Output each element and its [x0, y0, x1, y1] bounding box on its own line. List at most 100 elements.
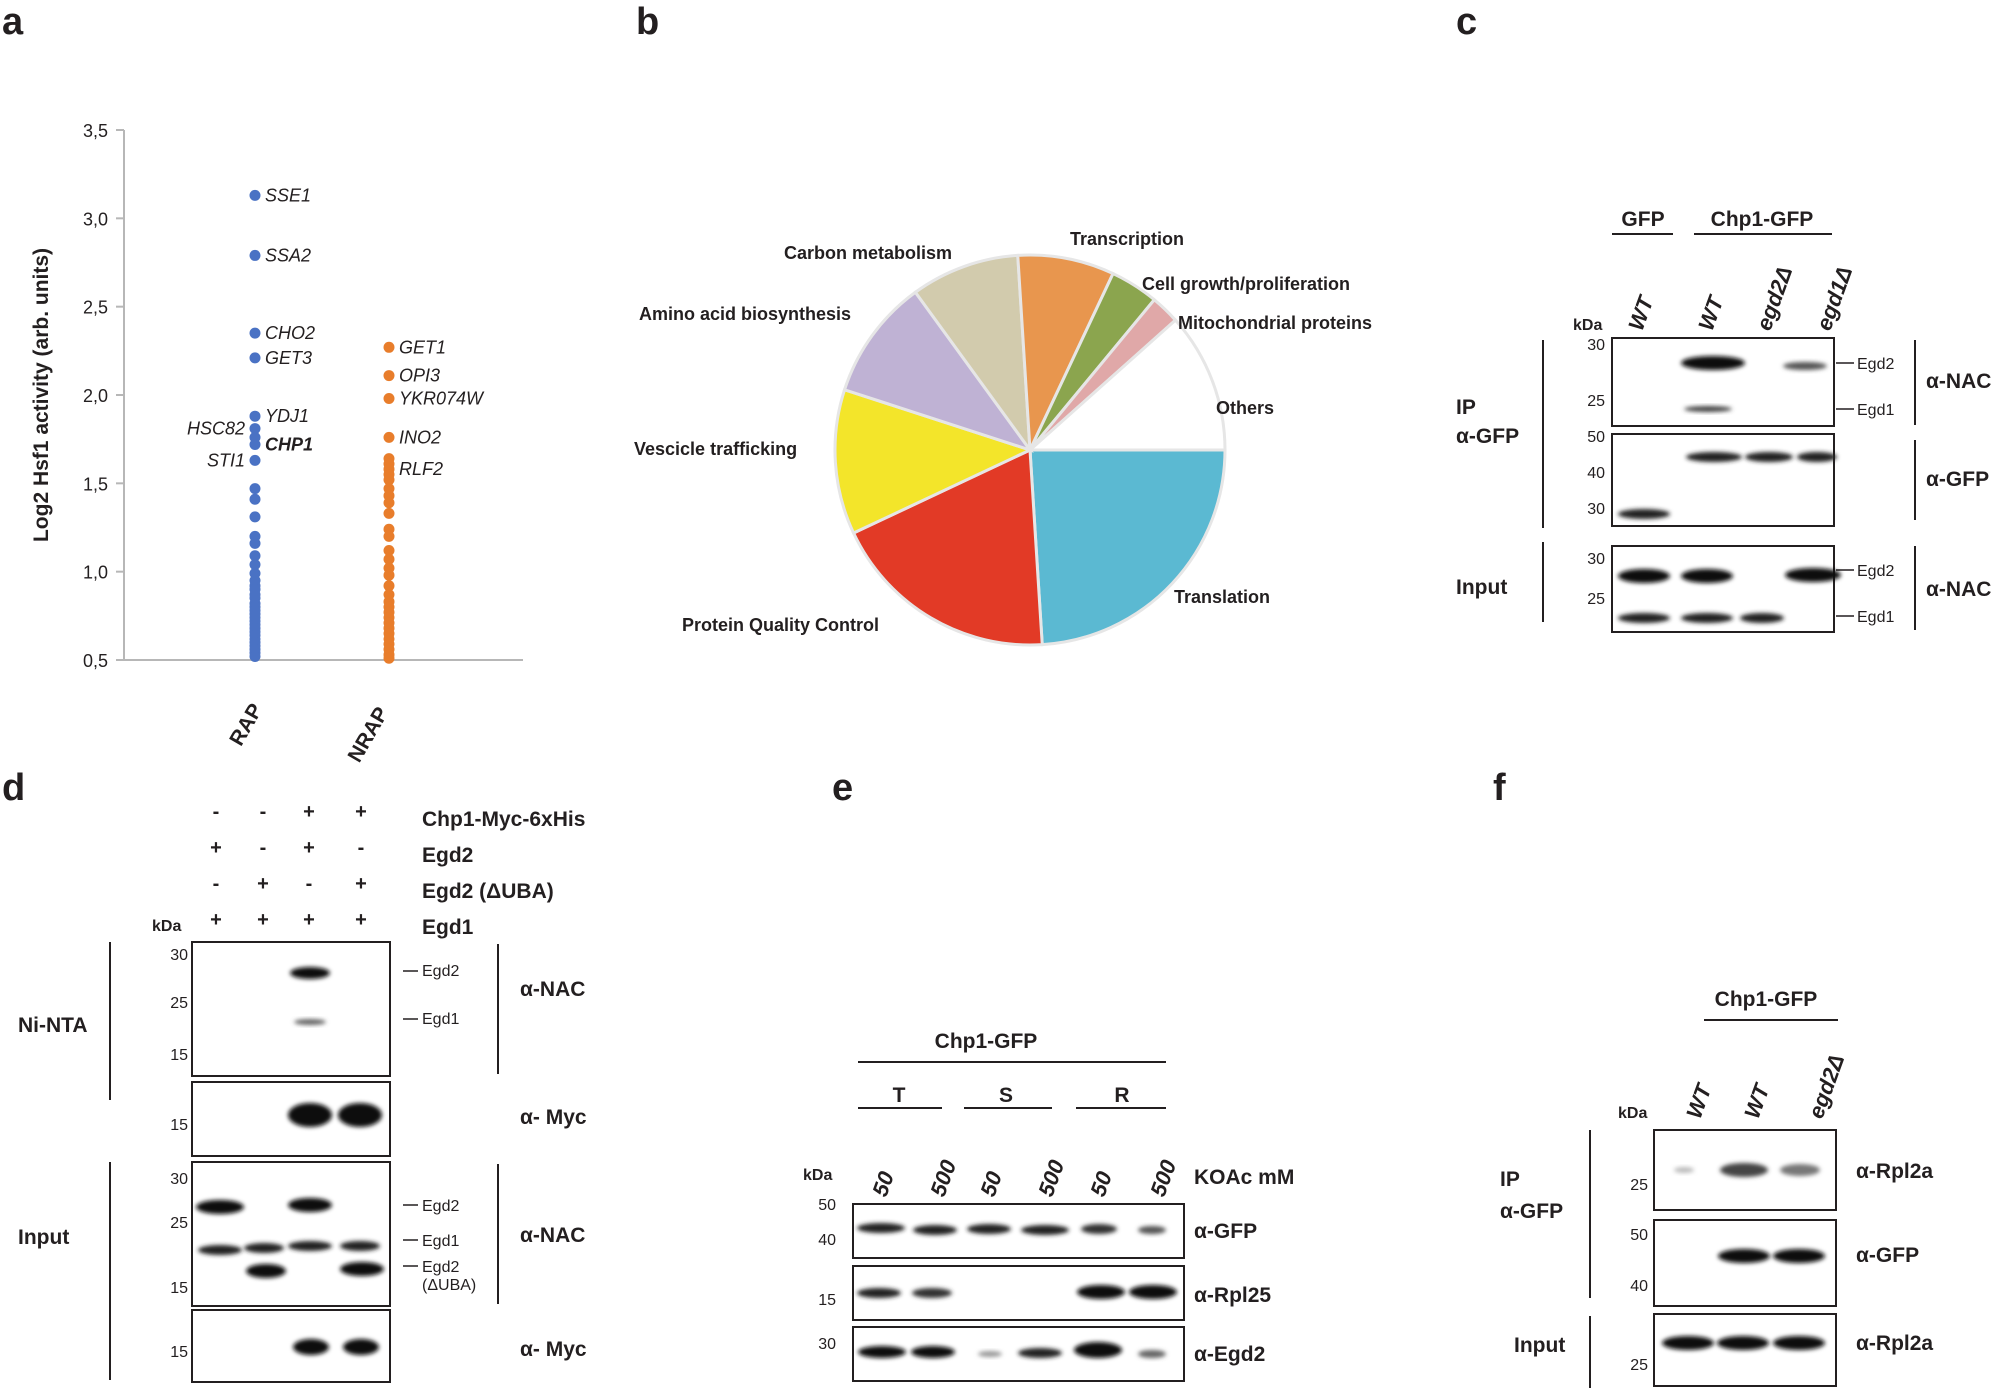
gene-annotation: SSE1: [265, 185, 311, 205]
mw-marker: 15: [170, 1280, 188, 1297]
ni-nta-label: Ni-NTA: [18, 1014, 88, 1037]
mw-marker: 50: [1587, 429, 1605, 446]
condition-sign: +: [303, 801, 315, 823]
band-label-egd1: Egd1: [422, 1233, 459, 1250]
gene-annotation: CHO2: [265, 323, 315, 343]
pie-slice: [833, 387, 1035, 536]
pie-label-vescicle-trafficking: Vescicle trafficking: [634, 439, 797, 459]
functional-category-pie-chart: [833, 253, 1227, 647]
gene-annotation: YKR074W: [399, 389, 485, 409]
ip-antibody-label: α-GFP: [1500, 1200, 1563, 1223]
condition-sign: +: [210, 837, 222, 859]
lane-label: egd2Δ: [1751, 263, 1797, 334]
mw-marker: 25: [170, 995, 188, 1012]
lane-label: WT: [1693, 292, 1729, 334]
pie-label-others: Others: [1216, 398, 1274, 418]
mw-marker: 30: [170, 947, 188, 964]
data-point: [249, 454, 261, 466]
pie-label-transcription: Transcription: [1070, 229, 1184, 249]
data-point: [249, 537, 261, 549]
y-axis-label: Log2 Hsf1 activity (arb. units): [30, 248, 53, 542]
koac-label: KOAc mM: [1194, 1166, 1294, 1189]
group-label-chp1-gfp: Chp1-GFP: [935, 1030, 1038, 1053]
mw-marker: 25: [1587, 393, 1605, 410]
data-point: [249, 493, 261, 505]
data-point: [249, 559, 261, 571]
data-point: [249, 438, 261, 450]
mw-marker: 15: [170, 1117, 188, 1134]
antibody-label: α-NAC: [1926, 578, 1991, 601]
panel-label-d: d: [2, 767, 25, 809]
gene-annotation: OPI3: [399, 366, 440, 386]
lane-label: WT: [1739, 1080, 1775, 1122]
condition-label: Egd2: [422, 844, 473, 867]
antibody-label: α-NAC: [1926, 370, 1991, 393]
y-tick-label: 1,0: [83, 563, 108, 583]
kda-label: kDa: [803, 1167, 832, 1184]
data-point: [383, 553, 395, 565]
antibody-label: α- Myc: [520, 1338, 587, 1361]
antibody-label: α-NAC: [520, 978, 585, 1001]
y-tick-label: 0,5: [83, 651, 108, 671]
mw-marker: 25: [1587, 591, 1605, 608]
panel-e-western-blot: Chp1-GFP T S R kDa 50 500 50 500 50 500 …: [803, 1030, 1294, 1382]
kda-label: kDa: [152, 918, 181, 935]
mw-marker: 30: [1587, 551, 1605, 568]
mw-marker: 30: [1587, 337, 1605, 354]
condition-sign: +: [355, 801, 367, 823]
panel-d-western-blot: - - + + + - + - - + - + + + + + Chp1-Myc-6xHis Egd2 Egd…: [18, 801, 587, 1383]
lane-label: 500: [1145, 1156, 1181, 1200]
data-point: [249, 511, 261, 523]
condition-sign: -: [260, 837, 267, 859]
x-tick-rap: RAP: [225, 700, 267, 750]
gene-annotation: STI1: [207, 450, 245, 470]
gene-annotation: SSA2: [265, 245, 311, 265]
condition-sign: +: [257, 909, 269, 931]
pie-slice: [851, 447, 1044, 647]
mw-marker: 15: [170, 1344, 188, 1361]
fraction-label: R: [1114, 1084, 1129, 1107]
band-label-egd2: Egd2: [422, 1198, 459, 1215]
ip-label: IP: [1500, 1168, 1520, 1191]
data-point: [249, 423, 261, 435]
mw-marker: 15: [818, 1292, 836, 1309]
data-point: [249, 483, 261, 495]
condition-sign: +: [257, 873, 269, 895]
group-label-chp1-gfp: Chp1-GFP: [1715, 988, 1818, 1011]
data-point: [249, 352, 261, 364]
hsf1-activity-scatter-plot: 0,5 1,0 1,5 2,0 2,5 3,0 3,5 SSE1 SSA2 CHO2 GET3 YD…: [30, 121, 523, 766]
y-tick-label: 2,0: [83, 386, 108, 406]
input-label: Input: [1514, 1334, 1565, 1357]
band-label-egd2: Egd2: [1857, 563, 1894, 580]
antibody-label: α-NAC: [520, 1224, 585, 1247]
condition-label: Egd2 (ΔUBA): [422, 880, 554, 903]
panel-label-b: b: [636, 1, 659, 43]
data-point: [249, 189, 261, 201]
pie-slice: [1016, 253, 1116, 451]
kda-label: kDa: [1618, 1105, 1647, 1122]
data-point: [383, 370, 395, 382]
band-label-egd1: Egd1: [1857, 609, 1894, 626]
band-label-egd1: Egd1: [422, 1011, 459, 1028]
mw-marker: 30: [1587, 501, 1605, 518]
antibody-label: α-Rpl2a: [1856, 1332, 1933, 1355]
data-point: [249, 327, 261, 339]
condition-sign: -: [358, 837, 365, 859]
antibody-label: α- Myc: [520, 1106, 587, 1129]
mw-marker: 40: [1587, 465, 1605, 482]
pie-label-mitochondrial: Mitochondrial proteins: [1178, 313, 1372, 333]
data-point: [249, 550, 261, 562]
pie-label-carbon-metabolism: Carbon metabolism: [784, 243, 952, 263]
lane-label: egd2Δ: [1803, 1051, 1849, 1122]
x-tick-nrap: NRAP: [344, 703, 394, 766]
pie-label-translation: Translation: [1174, 587, 1270, 607]
mw-marker: 50: [1630, 1227, 1648, 1244]
antibody-label: α-Egd2: [1194, 1343, 1265, 1366]
condition-sign: +: [355, 873, 367, 895]
ip-antibody-label: α-GFP: [1456, 425, 1519, 448]
mw-marker: 25: [1630, 1357, 1648, 1374]
pie-slice: [842, 290, 1034, 453]
kda-label: kDa: [1573, 317, 1602, 334]
gene-annotation: RLF2: [399, 459, 443, 479]
